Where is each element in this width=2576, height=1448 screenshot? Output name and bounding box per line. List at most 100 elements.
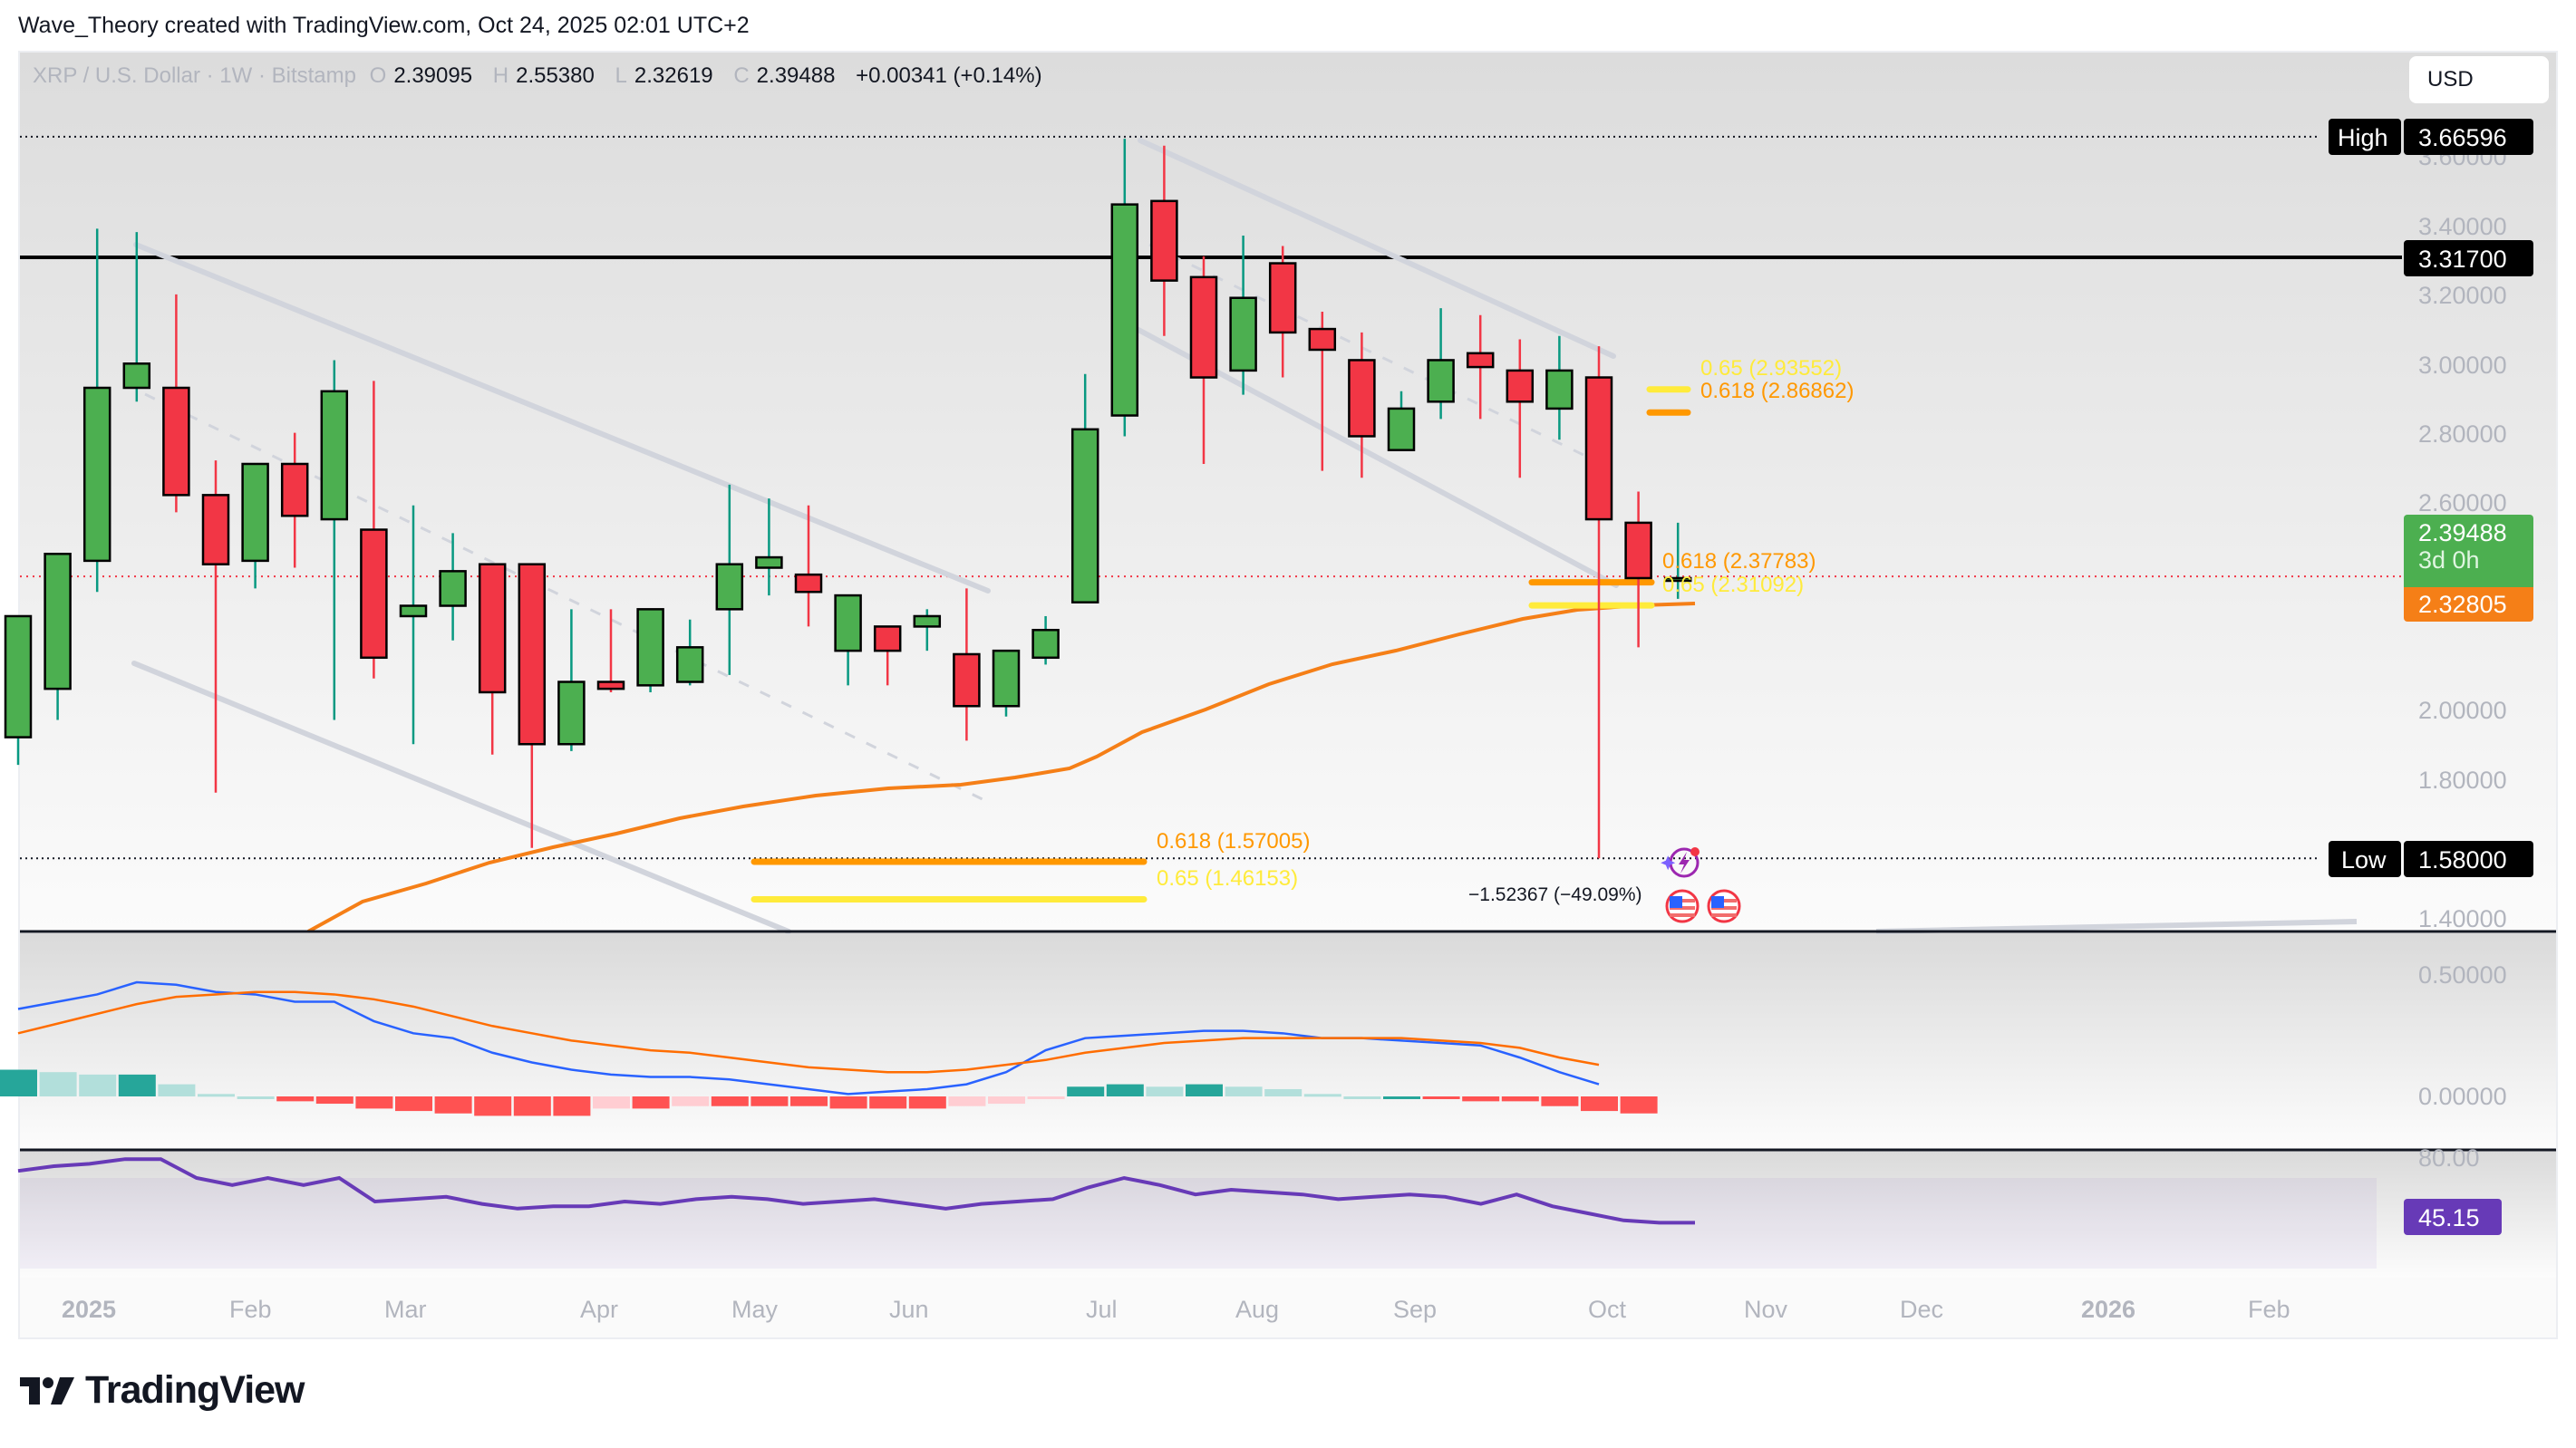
- low-value: 2.32619: [634, 63, 713, 88]
- time-label: Aug: [1235, 1296, 1280, 1323]
- ema-price-tag: 2.32805: [2404, 587, 2533, 622]
- candle: [122, 232, 151, 402]
- currency-button[interactable]: USD: [2409, 56, 2549, 103]
- symbol-name[interactable]: XRP / U.S. Dollar · 1W · Bitstamp: [33, 63, 356, 88]
- symbol-legend: XRP / U.S. Dollar · 1W · Bitstamp O 2.390…: [33, 63, 1042, 88]
- lightning-event-icon[interactable]: [1659, 841, 1704, 886]
- candle-body: [1110, 203, 1139, 417]
- macd-histogram-bar: [988, 1096, 1025, 1105]
- high-value: 2.55380: [516, 63, 595, 88]
- candle-body: [241, 462, 269, 563]
- last-price-value: 2.39488: [2418, 519, 2507, 546]
- channel-upper-line: [133, 242, 991, 594]
- time-label: May: [731, 1296, 779, 1323]
- candle-body: [794, 573, 823, 594]
- channel-lower-line: [131, 661, 791, 934]
- macd-histogram-bar: [1146, 1086, 1184, 1096]
- time-label: Sep: [1393, 1296, 1438, 1323]
- fib-label-mid-065: 0.65 (2.31092): [1662, 573, 1805, 597]
- macd-histogram-bar: [198, 1094, 235, 1097]
- macd-histogram-bar: [711, 1096, 749, 1106]
- candle: [1427, 308, 1455, 420]
- macd-histogram-bar: [39, 1072, 77, 1096]
- candle-body: [953, 652, 981, 708]
- time-label: Nov: [1744, 1296, 1788, 1323]
- fib-label-low-065: 0.65 (1.46153): [1157, 866, 1299, 891]
- candle-body: [1506, 369, 1535, 403]
- macd-histogram-bar: [751, 1096, 789, 1106]
- candle-body: [82, 386, 111, 563]
- candle-body: [518, 563, 547, 746]
- macd-histogram-bar: [1501, 1096, 1539, 1102]
- candle-body: [1268, 262, 1297, 334]
- candle-body: [201, 494, 230, 565]
- macd-histogram-bar: [315, 1096, 353, 1105]
- candle-body: [557, 681, 586, 746]
- macd-histogram-bar: [1581, 1096, 1618, 1112]
- candle: [320, 360, 349, 720]
- price-tick: 3.20000: [2418, 282, 2507, 309]
- macd-histogram-bar: [1186, 1084, 1223, 1096]
- candle-body: [122, 362, 151, 390]
- candle: [1348, 332, 1376, 478]
- attribution-text: Wave_Theory created with TradingView.com…: [18, 13, 750, 38]
- candle: [360, 381, 388, 679]
- candle: [1070, 373, 1099, 603]
- candle-body: [715, 563, 744, 611]
- macd-histogram-bar: [237, 1096, 275, 1099]
- candle-body: [1308, 327, 1337, 352]
- channel2-upper-line: [1138, 138, 1616, 359]
- macd-histogram-bar: [908, 1096, 946, 1109]
- close-value: 2.39488: [756, 63, 836, 88]
- rsi-band: [20, 1178, 2377, 1269]
- price-tick: 1.40000: [2418, 905, 2507, 932]
- us-flag-event-icon[interactable]: [1664, 888, 1700, 924]
- macd-histogram-bar: [1264, 1088, 1303, 1096]
- candle-body: [596, 681, 625, 690]
- candle: [1110, 139, 1139, 437]
- candle: [1308, 311, 1337, 471]
- signal-line: [17, 990, 1600, 1074]
- macd-histogram-bar: [1620, 1096, 1658, 1114]
- macd-histogram-bar: [632, 1096, 670, 1109]
- price-tick: 1.80000: [2418, 767, 2507, 794]
- time-label: Dec: [1900, 1296, 1944, 1323]
- candle: [1229, 235, 1257, 395]
- bar-countdown: 3d 0h: [2418, 546, 2480, 574]
- macd-histogram-bar: [1462, 1096, 1500, 1102]
- price-tick: 3.00000: [2418, 352, 2507, 379]
- macd-histogram-bar: [553, 1096, 591, 1116]
- rsi-tick: 80.00: [2418, 1144, 2480, 1172]
- candle: [1584, 346, 1613, 859]
- us-flag-event-icon[interactable]: [1706, 888, 1742, 924]
- price-tick: 2.80000: [2418, 420, 2507, 448]
- candle: [1545, 335, 1574, 440]
- channel-mid-line: [144, 392, 989, 804]
- candle-body: [675, 646, 704, 683]
- time-label: 2025: [62, 1296, 117, 1323]
- ema-line: [307, 602, 1696, 933]
- tradingview-logo[interactable]: TradingView: [20, 1368, 305, 1413]
- candle-body: [1545, 369, 1574, 410]
- macd-histogram-bar: [829, 1096, 867, 1109]
- time-label: 2026: [2081, 1296, 2136, 1323]
- macd-histogram-bar: [1422, 1096, 1460, 1099]
- macd-histogram-bar: [355, 1096, 393, 1109]
- candle: [44, 553, 72, 720]
- macd-histogram-bar: [158, 1084, 196, 1096]
- candle: [439, 533, 467, 641]
- candle: [280, 432, 309, 568]
- macd-tick: 0.50000: [2418, 961, 2507, 989]
- candle: [518, 563, 547, 848]
- macd-histogram-bar: [513, 1096, 551, 1116]
- open-value: 2.39095: [393, 63, 473, 88]
- candle: [636, 608, 664, 692]
- candle-body: [1584, 376, 1613, 521]
- trendline-bottom: [1875, 919, 2358, 934]
- candle-body: [1031, 628, 1060, 660]
- candle-body: [44, 553, 72, 690]
- macd-histogram-bar: [1383, 1096, 1420, 1099]
- candle: [201, 460, 230, 793]
- macd-histogram-bar: [474, 1096, 512, 1116]
